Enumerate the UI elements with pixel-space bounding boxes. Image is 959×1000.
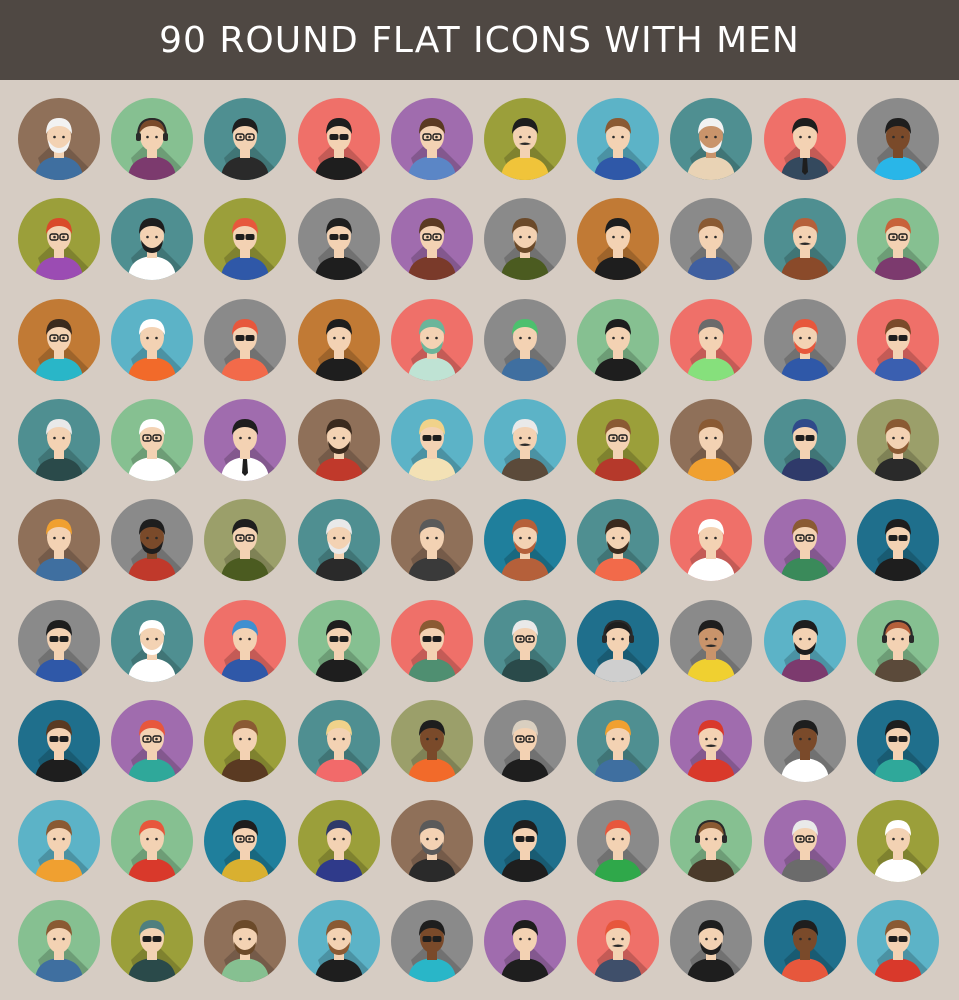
avatar-icon: [390, 298, 473, 381]
avatar-icon: [856, 298, 939, 381]
avatar-icon: [204, 800, 287, 883]
avatar-icon: [670, 98, 753, 180]
avatar-icon: [484, 900, 566, 983]
avatar-icon: [111, 499, 194, 582]
avatar-icon: [763, 699, 846, 782]
avatar-icon: [390, 699, 473, 782]
avatar-icon: [670, 499, 753, 582]
avatar-icon: [111, 900, 194, 983]
avatar-icon: [111, 398, 194, 481]
avatar-icon: [484, 298, 566, 381]
avatar-icon: [111, 98, 194, 180]
avatar-icon: [204, 900, 287, 983]
avatar-icon: [297, 298, 380, 381]
avatar-icon: [577, 800, 660, 883]
avatar-icon: [111, 699, 194, 782]
avatar-icon: [763, 198, 846, 281]
avatar-icon: [204, 198, 287, 281]
avatar-icon: [204, 398, 287, 481]
avatar-icon: [484, 198, 566, 281]
avatar-icon: [856, 800, 939, 883]
avatar-icon: [111, 198, 194, 281]
avatar-icon: [763, 800, 846, 883]
avatar-icon: [577, 499, 660, 582]
avatar-icon: [18, 298, 100, 381]
avatar-icon: [670, 198, 753, 281]
avatar-icon: [297, 398, 380, 481]
avatar-icon: [856, 98, 939, 180]
avatar-icon: [670, 599, 753, 682]
avatar-icon: [390, 98, 473, 180]
avatar-icon: [204, 699, 287, 782]
avatar-icon: [484, 800, 566, 883]
avatar-icon: [297, 900, 380, 983]
avatar-icon: [856, 900, 939, 983]
avatar-icon: [18, 198, 100, 281]
avatar-icon: [763, 298, 846, 381]
avatar-icon: [670, 699, 753, 782]
avatar-icon: [18, 900, 100, 983]
avatar-icon: [297, 499, 380, 582]
avatar-icon: [390, 499, 473, 582]
page-title: 90 ROUND FLAT ICONS WITH MEN: [159, 19, 800, 61]
avatar-icon: [297, 800, 380, 883]
avatar-icon: [297, 699, 380, 782]
avatar-icon: [670, 900, 753, 983]
avatar-icon: [204, 499, 287, 582]
avatar-icon: [484, 499, 566, 582]
avatar-icon: [18, 98, 100, 180]
avatar-icon: [390, 800, 473, 883]
avatar-icon: [670, 398, 753, 481]
avatar-icon: [111, 298, 194, 381]
avatar-icon: [390, 398, 473, 481]
header-bar: 90 ROUND FLAT ICONS WITH MEN: [0, 0, 959, 80]
avatar-icon: [18, 699, 100, 782]
avatar-icon: [390, 900, 473, 983]
avatar-icon: [18, 800, 100, 883]
avatar-icon: [577, 398, 660, 481]
avatar-icon: [297, 98, 380, 180]
avatar-icon: [856, 599, 939, 682]
avatar-icon: [763, 599, 846, 682]
avatar-icon: [856, 699, 939, 782]
avatar-icon: [577, 599, 660, 682]
avatar-icon: [577, 198, 660, 281]
avatar-icon: [577, 298, 660, 381]
avatar-icon: [763, 98, 846, 180]
avatar-icon: [484, 699, 566, 782]
avatar-icon: [856, 198, 939, 281]
avatar-icon: [204, 98, 287, 180]
avatar-icon: [18, 599, 100, 682]
avatar-icon: [577, 98, 660, 180]
avatar-icon: [111, 800, 194, 883]
avatar-icon: [390, 599, 473, 682]
avatar-icon: [763, 900, 846, 983]
avatar-icon: [484, 98, 566, 180]
avatar-grid: [0, 80, 959, 1000]
avatar-icon: [18, 398, 100, 481]
avatar-icon: [18, 499, 100, 582]
avatar-icon: [484, 599, 566, 682]
avatar-icon: [484, 398, 566, 481]
avatar-icon: [670, 298, 753, 381]
avatar-icon: [297, 198, 380, 281]
avatar-icon: [204, 298, 287, 381]
avatar-icon: [577, 900, 660, 983]
avatar-icon: [297, 599, 380, 682]
avatar-icon: [856, 398, 939, 481]
avatar-icon: [763, 398, 846, 481]
avatar-icon: [670, 800, 753, 883]
avatar-icon: [111, 599, 194, 682]
avatar-icon: [577, 699, 660, 782]
avatar-icon: [204, 599, 287, 682]
avatar-icon: [856, 499, 939, 582]
avatar-icon: [390, 198, 473, 281]
avatar-icon: [763, 499, 846, 582]
